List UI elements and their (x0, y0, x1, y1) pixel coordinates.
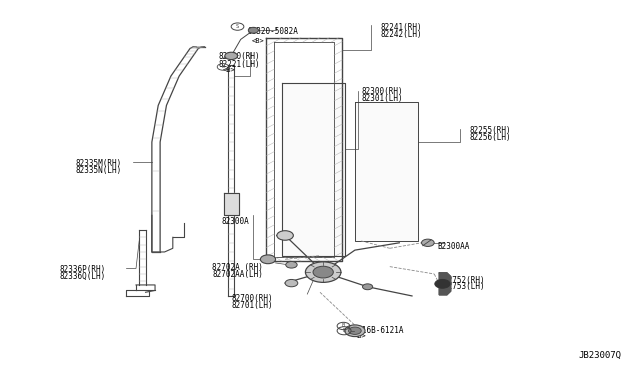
Text: 0B816B-6121A: 0B816B-6121A (349, 326, 404, 335)
Text: 82335M(RH): 82335M(RH) (76, 158, 122, 167)
Text: B: B (342, 324, 345, 328)
Text: 82256(LH): 82256(LH) (469, 133, 511, 142)
Text: 82752(RH): 82752(RH) (444, 276, 485, 285)
Text: 82255(RH): 82255(RH) (469, 125, 511, 135)
Text: 82336P(RH): 82336P(RH) (60, 265, 106, 274)
Text: B: B (221, 65, 225, 69)
Text: S: S (236, 24, 239, 29)
Text: 82702A (RH): 82702A (RH) (212, 263, 263, 272)
Text: 82336Q(LH): 82336Q(LH) (60, 272, 106, 281)
Polygon shape (223, 193, 239, 215)
Circle shape (277, 231, 293, 240)
Polygon shape (439, 273, 451, 295)
Text: 82700(RH): 82700(RH) (231, 294, 273, 303)
Polygon shape (355, 102, 419, 241)
Text: <B>: <B> (223, 67, 236, 73)
Circle shape (260, 255, 276, 264)
Circle shape (435, 279, 450, 288)
Text: JB23007Q: JB23007Q (579, 351, 621, 360)
Text: 82242(LH): 82242(LH) (380, 30, 422, 39)
Circle shape (349, 327, 361, 334)
Text: 82701(LH): 82701(LH) (231, 301, 273, 310)
Text: B: B (342, 328, 346, 333)
Text: 08320-5082A: 08320-5082A (247, 26, 298, 36)
Circle shape (345, 325, 365, 337)
Text: 82221(LH): 82221(LH) (218, 60, 260, 68)
Circle shape (422, 239, 434, 247)
Text: <B>: <B> (252, 38, 264, 44)
Text: 82335N(LH): 82335N(LH) (76, 166, 122, 175)
Text: 82241(RH): 82241(RH) (380, 23, 422, 32)
Text: 82702AA(LH): 82702AA(LH) (212, 270, 263, 279)
Text: 82220(RH): 82220(RH) (218, 52, 260, 61)
Circle shape (285, 279, 298, 287)
Circle shape (362, 284, 372, 290)
Text: B2300AA: B2300AA (437, 242, 470, 251)
Text: <B>: <B> (354, 333, 366, 339)
Circle shape (248, 27, 259, 33)
Text: 82301(LH): 82301(LH) (361, 94, 403, 103)
Polygon shape (282, 83, 346, 256)
Circle shape (313, 266, 333, 278)
Circle shape (225, 52, 237, 60)
Text: 82300A: 82300A (221, 217, 250, 226)
Text: 82300(RH): 82300(RH) (361, 87, 403, 96)
Text: 82753(LH): 82753(LH) (444, 282, 485, 291)
Circle shape (285, 262, 297, 268)
Circle shape (305, 262, 341, 282)
